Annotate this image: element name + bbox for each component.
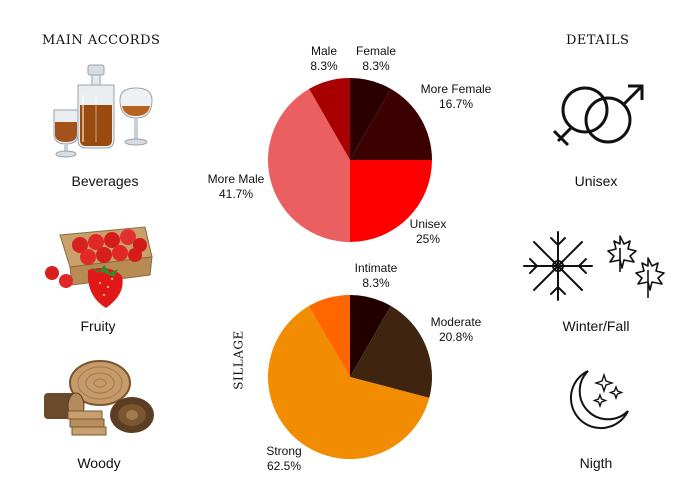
pie-slice-more-female xyxy=(350,88,432,160)
accord-label-fruity: Fruity xyxy=(80,318,116,334)
pie-slice-unisex xyxy=(350,160,432,242)
slice-label-female: Female 8.3% xyxy=(356,44,396,73)
snowflake-maple-leaves-icon xyxy=(523,231,665,301)
slice-label-more-male: More Male 41.7% xyxy=(208,172,265,201)
pie-slice-female xyxy=(350,78,391,160)
wood-logs-icon xyxy=(44,360,154,436)
detail-label-unisex: Unisex xyxy=(574,173,618,189)
sillage-title-wrap: SILLAGE xyxy=(224,330,254,390)
slice-label-moderate: Moderate 20.8% xyxy=(431,315,482,344)
gender-unisex-icon xyxy=(552,84,644,147)
slice-label-more-female: More Female 16.7% xyxy=(421,82,492,111)
detail-label-winter-fall: Winter/Fall xyxy=(562,318,630,334)
pie-chart-gender xyxy=(268,78,432,242)
detail-label-night: Nigth xyxy=(579,455,613,471)
beverages-decanter-glasses-icon xyxy=(53,64,153,158)
pie-slice-strong xyxy=(267,306,430,459)
accord-label-beverages: Beverages xyxy=(71,173,139,189)
sillage-title: SILLAGE xyxy=(232,330,246,389)
slice-label-unisex: Unisex 25% xyxy=(410,217,447,246)
main-accords-heading: MAIN ACCORDS xyxy=(42,33,161,48)
slice-label-strong: Strong 62.5% xyxy=(266,444,301,473)
slice-label-male: Male 8.3% xyxy=(310,44,338,73)
moon-stars-icon xyxy=(569,370,629,430)
details-heading: DETAILS xyxy=(566,33,630,48)
pie-chart-sillage xyxy=(267,295,432,459)
pie-slice-male xyxy=(309,78,350,160)
pie-slice-more-male xyxy=(268,88,350,242)
pie-slice-intimate xyxy=(350,295,391,377)
pie-slice-unlabeled xyxy=(308,295,350,377)
slice-label-intimate: Intimate 8.3% xyxy=(355,261,398,290)
pie-slice-moderate xyxy=(350,305,432,398)
accord-label-woody: Woody xyxy=(77,455,121,471)
strawberry-crate-icon xyxy=(45,226,153,308)
